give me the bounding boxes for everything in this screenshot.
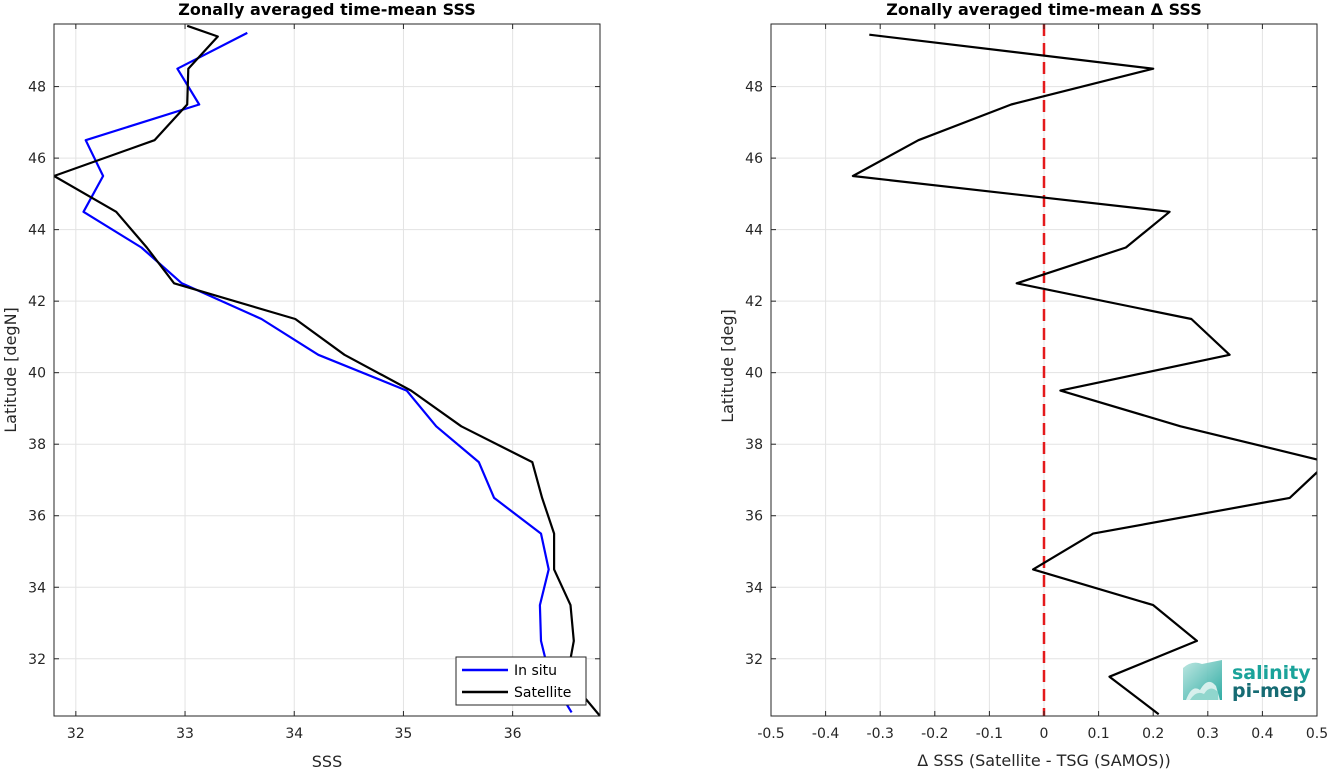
x-tick-label: 0.3 (1197, 726, 1219, 742)
series-group (54, 24, 600, 716)
y-tick-label: 38 (28, 437, 46, 453)
x-tick-label: -0.2 (921, 726, 948, 742)
salinity-pi-mep-logo: salinity pi-mep (1183, 660, 1311, 702)
series-line-satellite (54, 24, 600, 716)
y-tick-label: 34 (745, 580, 763, 596)
y-tick-label: 40 (28, 366, 46, 382)
x-tick-label: 35 (395, 726, 413, 742)
x-tick-label: 0 (1040, 726, 1049, 742)
y-tick-label: 36 (745, 509, 763, 525)
y-tick-label: 32 (745, 652, 763, 668)
legend-box (455, 656, 587, 706)
x-tick-label: -0.1 (976, 726, 1003, 742)
plot-area (54, 24, 600, 716)
panel-sss: 32 33 34 35 36 32 34 36 38 40 42 44 46 48 Zonally ave… (1, 0, 601, 769)
y-axis-label: Latitude [deg] (718, 309, 737, 423)
y-tick-label: 34 (28, 580, 46, 596)
panel-delta-sss: -0.5 -0.4 -0.3 -0.2 -0.1 0 0.1 0.2 0.3 0.4 0.5 32 34… (718, 0, 1328, 769)
series-line-delta-sss (851, 33, 1317, 716)
y-tick-label: 44 (28, 223, 46, 239)
y-tick-label: 44 (745, 223, 763, 239)
wave-icon (1183, 660, 1222, 700)
ticks: -0.5 -0.4 -0.3 -0.2 -0.1 0 0.1 0.2 0.3 0.4 0.5 32 34… (745, 24, 1328, 742)
x-axis-label: Δ SSS (Satellite - TSG (SAMOS)) (917, 751, 1170, 769)
legend: In situ Satellite (455, 656, 587, 706)
x-tick-label: 0.2 (1142, 726, 1164, 742)
y-axis-label: Latitude [degN] (1, 307, 20, 433)
logo-text-salinity: salinity (1232, 662, 1311, 684)
y-tick-label: 46 (745, 151, 763, 167)
y-tick-label: 46 (28, 151, 46, 167)
x-tick-label: 36 (504, 726, 522, 742)
y-tick-label: 42 (28, 294, 46, 310)
legend-label-in-situ: In situ (514, 663, 557, 679)
x-tick-label: 34 (285, 726, 303, 742)
chart-title: Zonally averaged time-mean Δ SSS (886, 0, 1202, 19)
chart-title: Zonally averaged time-mean SSS (178, 0, 476, 19)
x-tick-label: -0.5 (757, 726, 784, 742)
grid (54, 24, 600, 716)
series-group (851, 33, 1317, 716)
y-tick-label: 48 (28, 80, 46, 96)
y-tick-label: 38 (745, 437, 763, 453)
y-tick-label: 32 (28, 652, 46, 668)
y-tick-label: 36 (28, 509, 46, 525)
ticks: 32 33 34 35 36 32 34 36 38 40 42 44 46 48 (28, 24, 600, 742)
y-tick-label: 42 (745, 294, 763, 310)
logo-text-pi-mep: pi-mep (1232, 680, 1306, 702)
x-tick-label: 32 (67, 726, 85, 742)
x-tick-label: 0.5 (1306, 726, 1328, 742)
y-tick-label: 48 (745, 80, 763, 96)
x-tick-label: -0.4 (812, 726, 839, 742)
x-tick-label: 0.4 (1251, 726, 1273, 742)
x-tick-label: 0.1 (1087, 726, 1109, 742)
axes-box (53, 23, 601, 717)
x-tick-label: 33 (176, 726, 194, 742)
legend-label-satellite: Satellite (514, 685, 571, 701)
x-axis-label: SSS (312, 752, 342, 769)
x-tick-label: -0.3 (867, 726, 894, 742)
series-line-in-situ (82, 31, 573, 713)
y-tick-label: 40 (745, 366, 763, 382)
